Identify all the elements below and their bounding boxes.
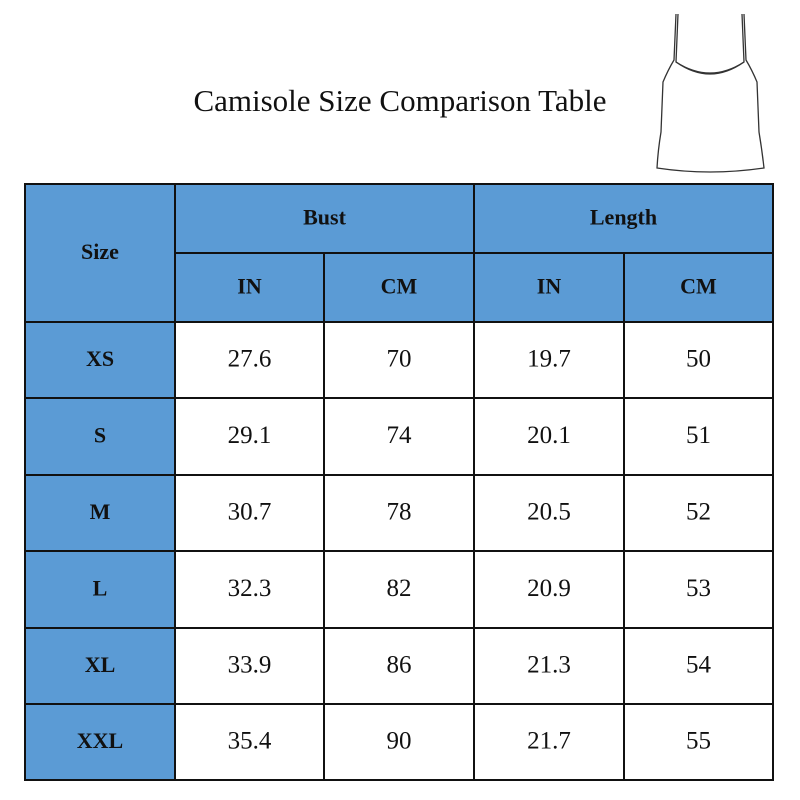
size-label-cell [24,321,176,399]
size-label-cell [24,627,176,705]
measurement-cell [623,550,774,629]
unit-header-cell [323,252,475,323]
size-label-cell [24,550,176,629]
measurement: 86 [387,652,412,679]
group-header: Length [590,205,657,230]
measurement: 54 [686,652,712,679]
measurement-cell [323,550,475,629]
measurement: 33.9 [228,652,272,679]
unit-header: IN [237,274,262,299]
measurement-cell [623,703,774,781]
measurement: 70 [387,346,412,373]
size-label: XS [86,346,114,371]
size-label: XXL [77,728,123,753]
unit-header: CM [680,274,717,299]
camisole-icon [656,13,765,173]
size-table: Size Bust Length IN CM IN CM XS 27.6 70 19.7 50 S 29.… [24,183,774,781]
measurement: 90 [387,728,412,755]
measurement: 27.6 [228,346,272,373]
size-label-cell [24,474,176,552]
title: Camisole Size Comparison Table [193,83,606,118]
measurement: 20.1 [527,422,571,449]
measurement-cell [473,474,625,552]
measurement: 32.3 [228,575,272,602]
group-header-cell [174,183,475,254]
measurement-cell [473,703,625,781]
measurement: 21.7 [527,728,571,755]
measurement: 74 [387,422,413,449]
measurement-cell [174,474,325,552]
measurement-cell [623,321,774,399]
measurement-cell [323,321,475,399]
size-label: S [94,423,106,448]
size-label-cell [24,703,176,781]
measurement: 21.3 [527,652,571,679]
group-header-cell [473,183,774,254]
measurement: 53 [686,575,711,602]
measurement: 35.4 [228,728,272,755]
measurement: 78 [387,499,412,526]
measurement: 20.9 [527,575,571,602]
measurement: 29.1 [228,422,272,449]
size-label-cell [24,397,176,476]
size-label: XL [85,652,116,677]
size-label: L [93,576,108,601]
measurement-cell [473,321,625,399]
size-label: M [90,499,111,524]
measurement: 20.5 [527,499,571,526]
group-header: Bust [303,205,346,230]
unit-header: IN [537,274,562,299]
measurement: 52 [686,499,711,526]
measurement: 30.7 [228,499,272,526]
measurement-cell [623,397,774,476]
size-header: Size [81,239,119,264]
unit-header: CM [381,274,418,299]
measurement: 19.7 [527,346,571,373]
measurement: 55 [686,728,711,755]
measurement: 82 [387,575,412,602]
measurement: 50 [686,346,711,373]
measurement-cell [174,703,325,781]
measurement: 51 [686,422,711,449]
